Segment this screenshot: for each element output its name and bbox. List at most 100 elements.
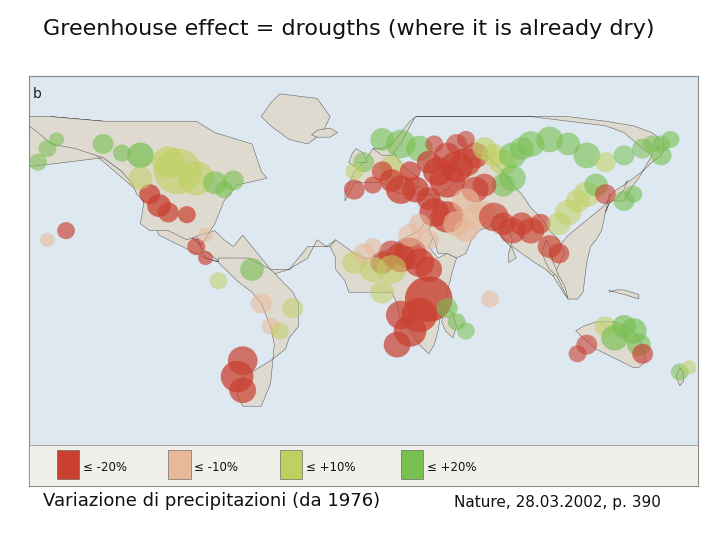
Ellipse shape (491, 174, 515, 197)
Ellipse shape (386, 301, 415, 329)
Ellipse shape (601, 325, 628, 350)
Ellipse shape (454, 219, 478, 242)
Ellipse shape (386, 176, 415, 204)
Ellipse shape (49, 132, 64, 146)
Ellipse shape (378, 241, 405, 266)
Ellipse shape (613, 191, 634, 211)
Ellipse shape (187, 238, 205, 255)
Ellipse shape (113, 145, 131, 161)
Ellipse shape (359, 256, 387, 282)
Ellipse shape (370, 281, 394, 303)
Ellipse shape (282, 298, 303, 318)
Ellipse shape (499, 165, 526, 191)
Ellipse shape (57, 222, 75, 239)
Ellipse shape (451, 148, 481, 177)
Ellipse shape (481, 291, 499, 308)
Ellipse shape (147, 194, 171, 217)
Ellipse shape (370, 128, 394, 151)
Ellipse shape (386, 244, 415, 272)
Ellipse shape (555, 200, 582, 225)
Ellipse shape (566, 190, 590, 212)
Ellipse shape (418, 230, 439, 249)
Ellipse shape (30, 154, 47, 171)
Ellipse shape (651, 145, 672, 165)
Ellipse shape (417, 187, 441, 210)
Ellipse shape (595, 152, 616, 172)
Ellipse shape (405, 248, 434, 277)
Ellipse shape (472, 137, 496, 160)
Polygon shape (29, 117, 271, 276)
Polygon shape (312, 128, 338, 137)
Ellipse shape (538, 235, 562, 258)
Ellipse shape (510, 212, 534, 235)
Polygon shape (219, 258, 299, 406)
Ellipse shape (38, 140, 56, 157)
Text: ≤ -10%: ≤ -10% (194, 461, 238, 474)
Ellipse shape (372, 161, 392, 181)
Polygon shape (676, 367, 683, 386)
Ellipse shape (573, 143, 600, 168)
Ellipse shape (437, 298, 458, 318)
Ellipse shape (398, 224, 422, 247)
Ellipse shape (547, 212, 571, 235)
Ellipse shape (452, 188, 480, 214)
Ellipse shape (444, 211, 470, 237)
Ellipse shape (210, 272, 228, 289)
Ellipse shape (499, 218, 526, 244)
Polygon shape (442, 308, 456, 338)
Ellipse shape (457, 322, 474, 340)
Ellipse shape (518, 131, 544, 157)
Ellipse shape (620, 318, 647, 344)
Ellipse shape (370, 251, 394, 274)
Ellipse shape (536, 126, 563, 152)
Polygon shape (490, 217, 516, 262)
Ellipse shape (128, 167, 153, 190)
Ellipse shape (613, 145, 634, 165)
Ellipse shape (462, 143, 489, 168)
Ellipse shape (400, 161, 420, 181)
Polygon shape (330, 212, 456, 354)
Ellipse shape (671, 363, 689, 381)
Ellipse shape (139, 184, 160, 204)
Ellipse shape (632, 139, 653, 159)
Ellipse shape (271, 322, 289, 340)
FancyBboxPatch shape (29, 445, 698, 486)
Ellipse shape (415, 256, 442, 282)
Ellipse shape (530, 214, 551, 234)
Polygon shape (261, 94, 330, 144)
Ellipse shape (394, 315, 426, 347)
Ellipse shape (510, 137, 534, 160)
Ellipse shape (364, 238, 382, 255)
Ellipse shape (446, 134, 467, 154)
Polygon shape (345, 148, 420, 201)
Ellipse shape (158, 202, 179, 222)
Ellipse shape (344, 180, 365, 200)
Ellipse shape (612, 315, 636, 338)
Ellipse shape (394, 238, 426, 269)
FancyBboxPatch shape (401, 449, 423, 479)
Ellipse shape (417, 151, 441, 174)
Ellipse shape (472, 201, 496, 224)
Ellipse shape (462, 204, 489, 230)
Ellipse shape (448, 313, 466, 330)
Ellipse shape (379, 169, 403, 192)
Polygon shape (29, 117, 336, 276)
Ellipse shape (595, 316, 616, 336)
Text: Variazione di precipitazioni (da 1976): Variazione di precipitazioni (da 1976) (43, 492, 380, 510)
Ellipse shape (627, 333, 651, 356)
Ellipse shape (93, 134, 114, 154)
Text: Greenhouse effect = drougths (where it is already dry): Greenhouse effect = drougths (where it i… (43, 19, 654, 39)
Ellipse shape (223, 171, 244, 191)
Ellipse shape (198, 228, 213, 242)
Ellipse shape (479, 202, 509, 231)
Ellipse shape (346, 163, 363, 180)
Ellipse shape (379, 156, 403, 178)
Ellipse shape (429, 164, 465, 198)
Ellipse shape (549, 244, 570, 264)
Ellipse shape (491, 212, 515, 235)
Ellipse shape (354, 244, 374, 264)
Ellipse shape (154, 148, 202, 194)
Text: ≤ +10%: ≤ +10% (306, 461, 356, 474)
Polygon shape (415, 117, 665, 299)
Ellipse shape (518, 218, 544, 244)
